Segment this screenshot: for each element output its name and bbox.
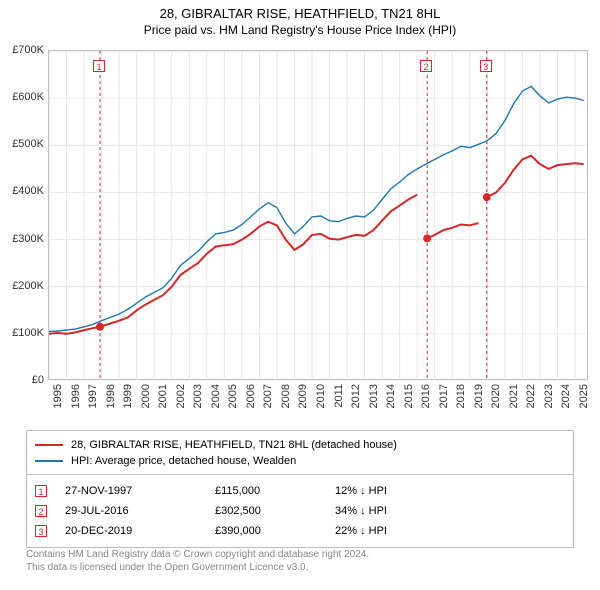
event-marker: 1 xyxy=(93,60,105,72)
event-price: £390,000 xyxy=(215,525,335,537)
event-marker: 2 xyxy=(420,60,432,72)
x-axis-label: 2017 xyxy=(438,384,450,408)
x-axis-label: 2006 xyxy=(245,384,257,408)
legend: 28, GIBRALTAR RISE, HEATHFIELD, TN21 8HL… xyxy=(26,430,574,476)
x-axis-label: 2012 xyxy=(350,384,362,408)
x-axis-label: 2002 xyxy=(175,384,187,408)
legend-item-property: 28, GIBRALTAR RISE, HEATHFIELD, TN21 8HL… xyxy=(35,437,565,453)
legend-label: 28, GIBRALTAR RISE, HEATHFIELD, TN21 8HL… xyxy=(71,439,397,451)
x-axis-label: 2001 xyxy=(157,384,169,408)
event-delta: 22% ↓ HPI xyxy=(335,525,565,537)
x-axis-label: 2021 xyxy=(508,384,520,408)
event-marker: 1 xyxy=(35,485,47,497)
x-axis-label: 2025 xyxy=(578,384,590,408)
legend-swatch xyxy=(35,460,63,462)
x-axis-label: 2009 xyxy=(297,384,309,408)
event-delta: 34% ↓ HPI xyxy=(335,505,565,517)
event-delta: 12% ↓ HPI xyxy=(335,485,565,497)
y-axis-label: £300K xyxy=(12,233,44,245)
chart-container: 28, GIBRALTAR RISE, HEATHFIELD, TN21 8HL… xyxy=(0,0,600,590)
x-axis-label: 1995 xyxy=(52,384,64,408)
event-row: 1 27-NOV-1997£115,00012% ↓ HPI xyxy=(35,481,565,501)
x-axis-label: 1997 xyxy=(87,384,99,408)
footer-line: Contains HM Land Registry data © Crown c… xyxy=(26,548,574,561)
event-price: £302,500 xyxy=(215,505,335,517)
y-axis-label: £200K xyxy=(12,280,44,292)
event-price: £115,000 xyxy=(215,485,335,497)
y-axis-label: £500K xyxy=(12,138,44,150)
x-axis-label: 2014 xyxy=(385,384,397,408)
x-axis-label: 2023 xyxy=(543,384,555,408)
event-date: 20-DEC-2019 xyxy=(65,525,215,537)
x-axis-label: 2024 xyxy=(560,384,572,408)
x-axis-label: 1999 xyxy=(122,384,134,408)
event-marker: 3 xyxy=(480,60,492,72)
events-table: 1 27-NOV-1997£115,00012% ↓ HPI 2 29-JUL-201… xyxy=(26,474,574,548)
x-axis-label: 2005 xyxy=(227,384,239,408)
y-axis-label: £400K xyxy=(12,185,44,197)
y-axis-label: £100K xyxy=(12,327,44,339)
attribution: Contains HM Land Registry data © Crown c… xyxy=(26,548,574,574)
event-row: 2 29-JUL-2016£302,50034% ↓ HPI xyxy=(35,501,565,521)
y-axis-label: £0 xyxy=(32,374,44,386)
legend-label: HPI: Average price, detached house, Weal… xyxy=(71,455,296,467)
event-date: 29-JUL-2016 xyxy=(65,505,215,517)
x-axis-label: 2008 xyxy=(280,384,292,408)
x-axis-label: 1998 xyxy=(105,384,117,408)
x-axis-label: 2010 xyxy=(315,384,327,408)
chart-subtitle: Price paid vs. HM Land Registry's House … xyxy=(0,21,600,37)
x-axis-label: 2003 xyxy=(192,384,204,408)
x-axis-label: 2004 xyxy=(210,384,222,408)
x-axis-label: 2011 xyxy=(333,384,345,408)
x-axis-label: 1996 xyxy=(70,384,82,408)
plot-region xyxy=(48,50,588,380)
plot-svg xyxy=(49,51,589,381)
chart-title: 28, GIBRALTAR RISE, HEATHFIELD, TN21 8HL xyxy=(0,0,600,21)
y-axis-label: £700K xyxy=(12,44,44,56)
legend-item-hpi: HPI: Average price, detached house, Weal… xyxy=(35,453,565,469)
event-row: 3 20-DEC-2019£390,00022% ↓ HPI xyxy=(35,521,565,541)
x-axis-label: 2007 xyxy=(262,384,274,408)
x-axis-label: 2019 xyxy=(473,384,485,408)
y-axis-label: £600K xyxy=(12,91,44,103)
x-axis-label: 2022 xyxy=(525,384,537,408)
event-date: 27-NOV-1997 xyxy=(65,485,215,497)
x-axis-label: 2015 xyxy=(403,384,415,408)
legend-swatch xyxy=(35,444,63,446)
event-marker: 2 xyxy=(35,505,47,517)
x-axis-label: 2016 xyxy=(420,384,432,408)
event-marker: 3 xyxy=(35,525,47,537)
footer-line: This data is licensed under the Open Gov… xyxy=(26,561,574,574)
x-axis-label: 2020 xyxy=(490,384,502,408)
x-axis-label: 2000 xyxy=(140,384,152,408)
x-axis-label: 2018 xyxy=(455,384,467,408)
chart-area: £0£100K£200K£300K£400K£500K£600K£700K 19… xyxy=(48,50,588,380)
x-axis-label: 2013 xyxy=(368,384,380,408)
